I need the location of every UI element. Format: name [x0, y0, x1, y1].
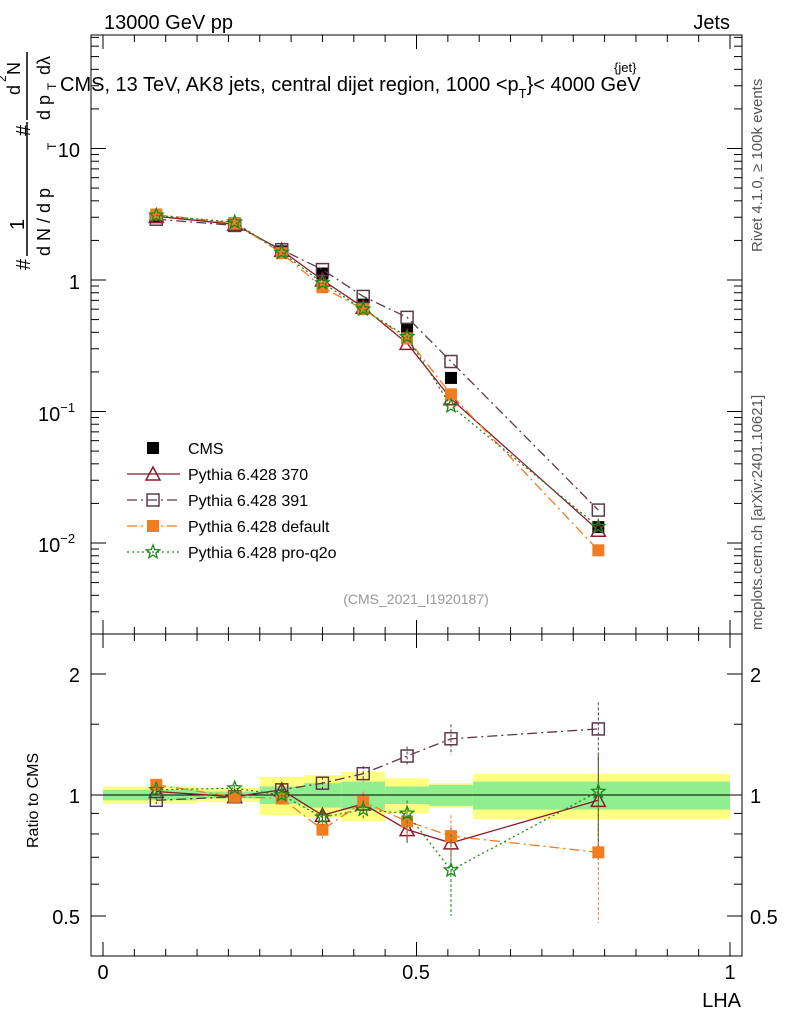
ratio-point-2	[149, 793, 164, 808]
legend-item-p391: Pythia 6.428 391	[127, 493, 308, 510]
main-point-4	[589, 517, 607, 534]
main-title-text: CMS, 13 TeV, AK8 jets, central dijet reg…	[60, 74, 519, 96]
main-point-2	[591, 503, 606, 517]
main-point-3	[444, 388, 457, 401]
legend-item-pdef: Pythia 6.428 default	[127, 519, 330, 536]
ratio-line-3	[156, 784, 599, 853]
ylabel-part-one: 1	[7, 219, 29, 230]
ratio-point-2	[356, 766, 370, 781]
ratio-point-3	[592, 846, 605, 859]
main-title: CMS, 13 TeV, AK8 jets, central dijet reg…	[60, 74, 641, 101]
ratio-point-4	[398, 804, 416, 821]
main-point-2	[444, 354, 458, 369]
ratio-ytick-2: 2	[69, 665, 80, 687]
ratio-point-4	[354, 800, 372, 817]
ratio-point-4	[314, 808, 331, 825]
legend-label: CMS	[188, 441, 224, 458]
main-point-4	[398, 328, 416, 344]
main-line-2	[156, 218, 599, 511]
xtick-label-1: 1	[724, 962, 735, 984]
ylabel-part-dndpt: d N / d p	[34, 188, 54, 256]
ytick-label-1: 1	[69, 272, 80, 294]
legend-item-cms: CMS	[147, 441, 224, 458]
ratio-point-1	[590, 791, 607, 808]
xtick-label-0-5: 0.5	[402, 962, 430, 984]
ratio-point-4	[273, 786, 291, 803]
legend-marker	[147, 442, 159, 454]
legend-marker	[144, 465, 162, 481]
ratio-line-2	[156, 728, 599, 801]
ratio-point-1	[442, 834, 460, 850]
legend-item-p370: Pythia 6.428 370	[127, 465, 308, 484]
xlabel: LHA	[702, 990, 742, 1012]
legend-label: Pythia 6.428 pro-q2o	[188, 545, 337, 562]
main-title-end: }< 4000 GeV	[527, 74, 642, 96]
main-point-4	[147, 206, 165, 223]
main-title-sup: {jet}	[614, 60, 637, 75]
main-ylabel: # 1 d N / d p T # d p T dλ d 2 N	[0, 52, 59, 270]
ratio-point-2	[591, 722, 606, 736]
legend-label: Pythia 6.428 391	[188, 493, 308, 510]
main-point-2	[400, 310, 414, 325]
xtick-labels: 0 0.5 1	[97, 962, 735, 984]
ratio-point-4	[590, 782, 607, 799]
uncertainty-bands	[103, 772, 730, 822]
legend-marker	[147, 520, 159, 532]
main-line-3	[156, 213, 599, 551]
ytick-label-1e-2: 10−2	[38, 531, 75, 557]
legend: CMS Pythia 6.428 370 Pythia 6.428 391 Pythi…	[127, 441, 337, 562]
ytick-label-10: 10	[58, 140, 80, 162]
main-point-0	[444, 371, 457, 384]
series-4	[147, 206, 607, 916]
ylabel-part-n: N	[4, 62, 24, 75]
main-point-4	[354, 300, 372, 317]
ratio-point-4	[226, 779, 243, 796]
ratio-ytick-0-5-right: 0.5	[750, 907, 778, 929]
xtick-label-0: 0	[97, 962, 108, 984]
ylabel-part-2: 2	[0, 75, 9, 82]
header-right: Jets	[693, 12, 730, 34]
main-point-3	[592, 544, 605, 557]
ratio-point-2	[400, 749, 414, 763]
ratio-point-2	[444, 732, 458, 746]
ylabel-part-d: d	[4, 85, 24, 95]
ratio-ytick-labels: 0.5 1 2 0.5 1 2	[52, 665, 778, 929]
ratio-ytick-2-right: 2	[750, 665, 761, 687]
rivet-label: Rivet 4.1.0, ≥ 100k events	[749, 79, 766, 252]
ratio-ytick-0-5: 0.5	[52, 907, 80, 929]
main-point-4	[226, 213, 243, 230]
ratio-point-2	[315, 776, 330, 790]
analysis-watermark: (CMS_2021_I1920187)	[343, 591, 489, 607]
main-point-4	[314, 274, 331, 291]
axis-ticks	[91, 35, 742, 956]
ratio-point-3	[316, 823, 329, 836]
ratio-ytick-1-right: 1	[750, 786, 761, 808]
ratio-point-4	[147, 781, 165, 797]
ylabel-part-hash: #	[13, 258, 35, 270]
legend-marker	[146, 493, 160, 507]
ylabel-part-hash2: #	[13, 124, 35, 136]
ylabel-part-dpt: d p	[34, 95, 54, 120]
ylabel-part-dlambda: dλ	[34, 56, 54, 75]
ratio-ylabel: Ratio to CMS	[25, 753, 42, 848]
ylabel-part-t1: T	[45, 142, 59, 150]
main-point-4	[442, 397, 460, 414]
mcplots-label: mcplots.cern.ch [arXiv:2401.10621]	[749, 395, 766, 630]
ytick-label-1e-1: 10−1	[38, 400, 75, 426]
legend-label: Pythia 6.428 default	[188, 519, 330, 536]
main-ytick-labels: 10−2 10−1 1 10	[38, 140, 80, 557]
ratio-ytick-1: 1	[69, 786, 80, 808]
main-title-sub: T	[519, 86, 527, 101]
header-left: 13000 GeV pp	[104, 12, 233, 34]
ratio-point-4	[442, 861, 460, 878]
ratio-line-4	[156, 787, 599, 872]
legend-marker	[144, 543, 162, 560]
ylabel-part-t2: T	[45, 82, 59, 90]
legend-label: Pythia 6.428 370	[188, 467, 308, 484]
legend-item-pq2o: Pythia 6.428 pro-q2o	[127, 543, 337, 562]
data-series	[147, 206, 607, 924]
main-point-4	[273, 243, 291, 260]
